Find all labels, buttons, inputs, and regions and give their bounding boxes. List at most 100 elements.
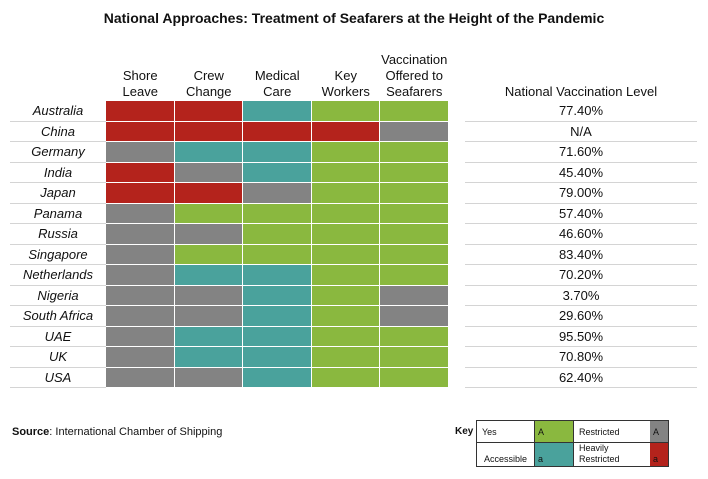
status-cell-yes (311, 326, 380, 347)
status-cell-accessible (243, 101, 312, 122)
key-yes-swatch: A (535, 421, 573, 443)
country-label: USA (10, 368, 106, 388)
vaccination-level-header: National Vaccination Level (504, 84, 658, 99)
status-row (106, 162, 449, 183)
status-row (106, 265, 449, 286)
status-cell-heavily-restricted (106, 183, 175, 204)
column-header-line: Leave (122, 84, 158, 99)
column-header-line: Seafarers (386, 84, 443, 99)
key-restricted-code: A (653, 427, 660, 437)
status-cell-accessible (174, 326, 243, 347)
status-cell-yes (243, 224, 312, 245)
key-restricted-label: Restricted (579, 427, 620, 437)
country-column: Australia China Germany India Japan Panama Rus… (10, 101, 106, 388)
status-cell-yes (243, 203, 312, 224)
status-row (106, 306, 449, 327)
status-cell-heavily-restricted (106, 101, 175, 122)
vaccination-level-value: 3.70% (465, 286, 697, 306)
country-label: Singapore (10, 245, 106, 265)
status-cell-yes (311, 101, 380, 122)
status-cell-restricted (106, 306, 175, 327)
status-cell-yes (380, 265, 449, 286)
status-cell-restricted (174, 367, 243, 388)
vaccination-level-column: 77.40% N/A 71.60% 45.40% 79.00% 57.40% 46.60% 8… (465, 101, 697, 388)
vaccination-level-value: 29.60% (465, 306, 697, 327)
source-note: Source: International Chamber of Shippin… (12, 426, 222, 438)
status-cell-yes (311, 183, 380, 204)
status-cell-yes (380, 101, 449, 122)
country-label: South Africa (10, 306, 106, 327)
vaccination-level-value: 79.00% (465, 183, 697, 204)
status-cell-yes (174, 244, 243, 265)
country-label: Nigeria (10, 286, 106, 306)
status-row (106, 121, 449, 142)
status-cell-yes (311, 306, 380, 327)
column-header: Shore Leave (106, 68, 175, 100)
status-cell-accessible (243, 285, 312, 306)
status-cell-restricted (106, 285, 175, 306)
country-label: India (10, 163, 106, 183)
key-accessible-label: Accessible (484, 454, 528, 464)
status-cell-accessible (243, 367, 312, 388)
status-cell-restricted (106, 326, 175, 347)
status-cell-heavily-restricted (311, 121, 380, 142)
status-grid (106, 101, 449, 388)
country-label: Japan (10, 183, 106, 204)
vaccination-level-value: 45.40% (465, 163, 697, 183)
key-accessible-swatch: a (535, 443, 573, 466)
status-cell-yes (380, 244, 449, 265)
key-heavily-label-1: Heavily (579, 443, 609, 453)
status-cell-yes (380, 142, 449, 163)
key-heavily-label-2: Restricted (579, 454, 620, 464)
vaccination-level-value: 95.50% (465, 327, 697, 347)
status-cell-heavily-restricted (174, 121, 243, 142)
column-header-line: Medical (254, 68, 300, 83)
column-header: Medical Care (243, 68, 312, 100)
status-cell-restricted (106, 224, 175, 245)
status-cell-heavily-restricted (106, 121, 175, 142)
source-text: : International Chamber of Shipping (49, 426, 223, 438)
status-cell-accessible (243, 326, 312, 347)
country-label: Netherlands (10, 265, 106, 286)
status-cell-restricted (106, 367, 175, 388)
key-restricted-label-cell: Restricted (573, 421, 650, 443)
status-cell-heavily-restricted (106, 162, 175, 183)
vaccination-level-value: 46.60% (465, 224, 697, 245)
vaccination-level-value: 77.40% (465, 101, 697, 122)
status-cell-heavily-restricted (174, 101, 243, 122)
column-header: Key Workers (312, 68, 381, 100)
status-row (106, 347, 449, 368)
vaccination-level-value: 62.40% (465, 368, 697, 388)
vaccination-level-value: 70.80% (465, 347, 697, 368)
vaccination-level-value: 83.40% (465, 245, 697, 265)
status-cell-heavily-restricted (174, 183, 243, 204)
status-cell-accessible (174, 265, 243, 286)
key-accessible-code: a (538, 454, 544, 464)
country-label: Australia (10, 101, 106, 122)
status-cell-accessible (243, 347, 312, 368)
status-row (106, 224, 449, 245)
column-header-line: Crew (193, 68, 224, 83)
column-header-line: Offered to (385, 68, 444, 83)
status-cell-yes (311, 162, 380, 183)
status-cell-restricted (174, 306, 243, 327)
source-label: Source (12, 426, 50, 438)
status-cell-yes (380, 367, 449, 388)
status-cell-accessible (243, 142, 312, 163)
status-cell-yes (380, 162, 449, 183)
status-cell-yes (311, 265, 380, 286)
column-header-line: Key (334, 68, 357, 83)
status-cell-yes (311, 142, 380, 163)
status-row (106, 244, 449, 265)
status-cell-yes (380, 224, 449, 245)
vaccination-level-value: 57.40% (465, 204, 697, 224)
status-cell-restricted (174, 224, 243, 245)
status-cell-yes (174, 203, 243, 224)
legend-key: Yes A Restricted A Accessible a Heavily … (476, 420, 669, 467)
status-cell-restricted (106, 347, 175, 368)
status-cell-accessible (243, 265, 312, 286)
country-label: UAE (10, 327, 106, 347)
status-cell-accessible (174, 142, 243, 163)
key-yes-code: A (538, 427, 545, 437)
country-label: Panama (10, 204, 106, 224)
